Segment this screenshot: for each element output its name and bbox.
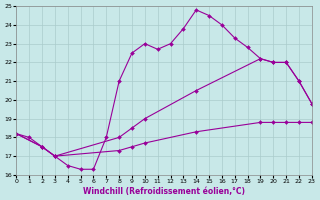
X-axis label: Windchill (Refroidissement éolien,°C): Windchill (Refroidissement éolien,°C): [83, 187, 245, 196]
